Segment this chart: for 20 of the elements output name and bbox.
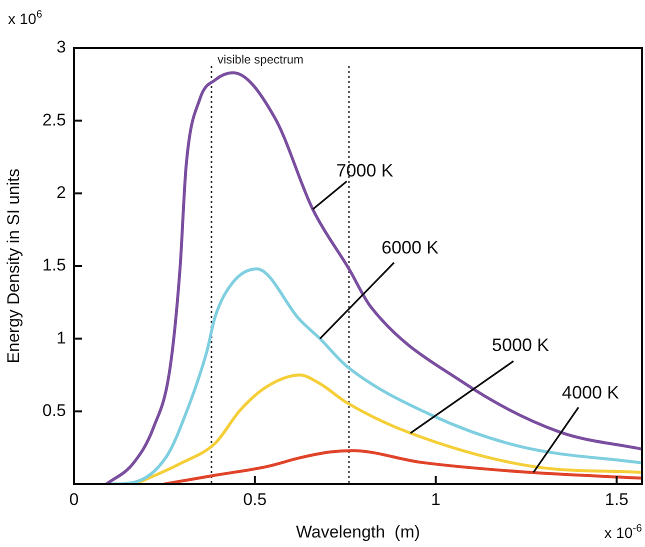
text: 6000 K bbox=[381, 238, 439, 258]
x-axis-title: Wavelength (m) bbox=[296, 522, 420, 542]
x-tick-label: 0 bbox=[69, 490, 79, 509]
x-tick-label: 1.5 bbox=[604, 490, 628, 509]
y-tick-label: 2.5 bbox=[42, 110, 66, 130]
line-series bbox=[105, 71, 642, 484]
y-tick-label: 1.5 bbox=[42, 256, 66, 275]
y-tick-label: 1 bbox=[56, 328, 66, 348]
line-series bbox=[108, 267, 642, 484]
y-tick-label: 0.5 bbox=[42, 401, 66, 420]
x-tick-label: 0.5 bbox=[243, 490, 267, 509]
text: 4000 K bbox=[562, 382, 619, 402]
y-tick-label: 3 bbox=[56, 38, 66, 57]
ref-line-label: visible spectrum bbox=[217, 52, 304, 66]
y-axis-title: Energy Density in SI units bbox=[4, 168, 23, 364]
line-series bbox=[162, 449, 642, 484]
text: 5000 K bbox=[492, 335, 549, 356]
x-tick-label: 1 bbox=[431, 490, 441, 509]
y-tick-label: 2 bbox=[56, 183, 66, 202]
series-label: 7000 K bbox=[336, 160, 394, 180]
